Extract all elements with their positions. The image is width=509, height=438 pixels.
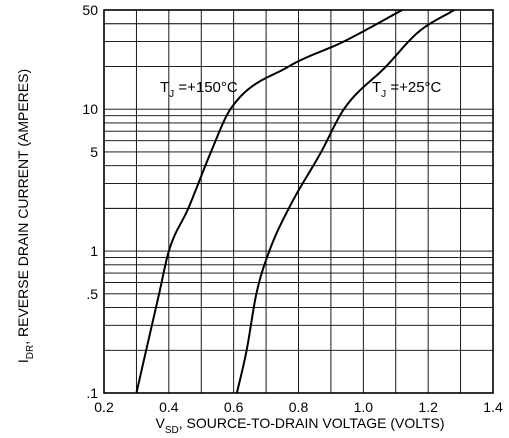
y-tick-label: 50 [82,2,98,18]
y-tick-label: 10 [82,101,98,117]
y-tick-label: 1 [90,243,98,259]
x-tick-label: 0.6 [224,399,244,415]
series-line-150c [135,9,403,394]
x-tick-label: 0.8 [289,399,309,415]
x-tick-label: 1.4 [483,399,503,415]
x-tick-label: 1.2 [418,399,438,415]
grid [104,10,493,393]
y-tick-label: .1 [86,385,98,401]
curves [135,9,455,394]
x-axis-title: VSD, SOURCE-TO-DRAIN VOLTAGE (VOLTS) [155,415,444,436]
y-tick-label: .5 [86,286,98,302]
x-tick-label: 1.0 [354,399,374,415]
tick-labels: 0.2 0.4 0.6 0.8 1.0 1.2 1.4 .1 .5 1 5 10 50 [82,2,503,415]
series-label-25c: TJ =+25°C [372,79,442,100]
series-line-25c [235,9,455,394]
y-axis-title: IDR, REVERSE DRAIN CURRENT (AMPERES) [15,69,36,363]
x-tick-label: 0.4 [159,399,179,415]
x-tick-label: 0.2 [94,399,114,415]
y-tick-label: 5 [90,144,98,160]
series-label-150c: TJ =+150°C [160,79,238,100]
plot-frame [103,9,494,394]
